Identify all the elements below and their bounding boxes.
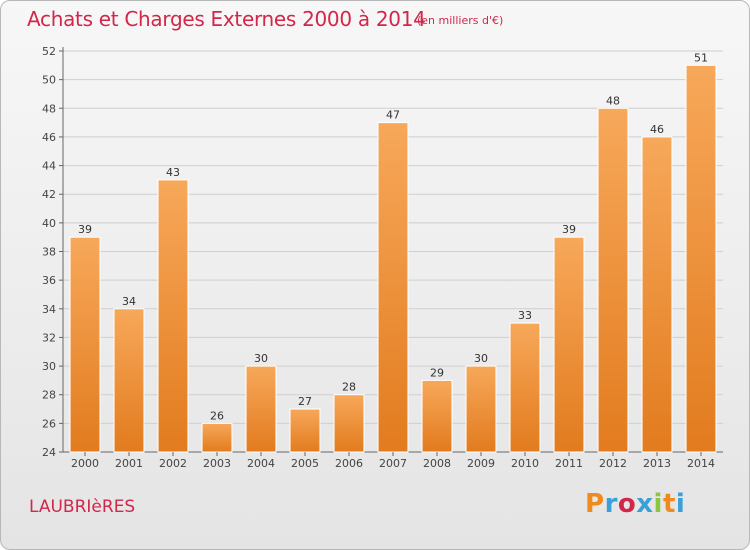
x-tick-label: 2008 (423, 457, 451, 470)
x-tick-label: 2010 (511, 457, 539, 470)
x-tick-label: 2000 (71, 457, 99, 470)
bar-2002 (157, 179, 189, 453)
logo-letter: i (653, 489, 663, 519)
y-tick-label: 38 (42, 246, 56, 259)
logo-letter: o (617, 489, 637, 519)
bar-2006 (333, 394, 365, 453)
bar-2011 (553, 236, 585, 453)
x-tick-label: 2014 (687, 457, 715, 470)
bar-2014 (685, 64, 717, 453)
x-tick-label: 2012 (599, 457, 627, 470)
logo-letter: x (636, 489, 654, 519)
bar-2004 (245, 365, 277, 453)
chart-title: Achats et Charges Externes 2000 à 2014 (27, 7, 426, 31)
logo-letter: r (604, 489, 618, 519)
y-tick-label: 50 (42, 74, 56, 87)
value-label: 39 (78, 223, 92, 236)
bar-2007 (377, 122, 409, 453)
value-label: 30 (474, 352, 488, 365)
y-tick-label: 44 (42, 160, 56, 173)
value-label: 46 (650, 123, 664, 136)
value-label: 48 (606, 94, 620, 107)
value-label: 28 (342, 381, 356, 394)
x-tick-label: 2006 (335, 457, 363, 470)
bar-2000 (69, 236, 101, 453)
value-label: 30 (254, 352, 268, 365)
value-label: 26 (210, 409, 224, 422)
y-tick-label: 46 (42, 131, 56, 144)
bar-2005 (289, 408, 321, 453)
x-tick-label: 2011 (555, 457, 583, 470)
value-label: 27 (298, 395, 312, 408)
value-label: 39 (562, 223, 576, 236)
logo-letter: i (675, 489, 686, 519)
chart-subtitle: (en milliers d'€) (417, 14, 504, 27)
logo-letter: P (585, 489, 605, 519)
x-tick-label: 2003 (203, 457, 231, 470)
value-label: 33 (518, 309, 532, 322)
value-label: 51 (694, 51, 708, 64)
x-tick-label: 2013 (643, 457, 671, 470)
logo-letter: t (662, 489, 676, 519)
y-tick-label: 34 (42, 303, 56, 316)
y-tick-label: 42 (42, 188, 56, 201)
bar-2008 (421, 379, 453, 453)
y-tick-label: 24 (42, 446, 56, 459)
bar-2013 (641, 136, 673, 453)
y-tick-label: 52 (42, 45, 56, 58)
y-tick-label: 36 (42, 274, 56, 287)
proxiti-logo: Proxiti (585, 489, 685, 519)
y-tick-label: 30 (42, 360, 56, 373)
x-tick-label: 2009 (467, 457, 495, 470)
y-tick-label: 32 (42, 331, 56, 344)
x-tick-label: 2005 (291, 457, 319, 470)
bar-2001 (113, 308, 145, 453)
x-tick-label: 2007 (379, 457, 407, 470)
value-label: 34 (122, 295, 136, 308)
bar-2009 (465, 365, 497, 453)
commune-name: LAUBRIèRES (29, 497, 136, 517)
y-tick-label: 48 (42, 102, 56, 115)
value-label: 29 (430, 366, 444, 379)
y-tick-label: 26 (42, 417, 56, 430)
bar-2010 (509, 322, 541, 453)
bar-2003 (201, 422, 233, 453)
x-tick-label: 2001 (115, 457, 143, 470)
y-tick-label: 28 (42, 389, 56, 402)
bar-2012 (597, 107, 629, 453)
x-tick-label: 2004 (247, 457, 275, 470)
value-label: 43 (166, 166, 180, 179)
x-tick-label: 2002 (159, 457, 187, 470)
value-label: 47 (386, 109, 400, 122)
y-tick-label: 40 (42, 217, 56, 230)
